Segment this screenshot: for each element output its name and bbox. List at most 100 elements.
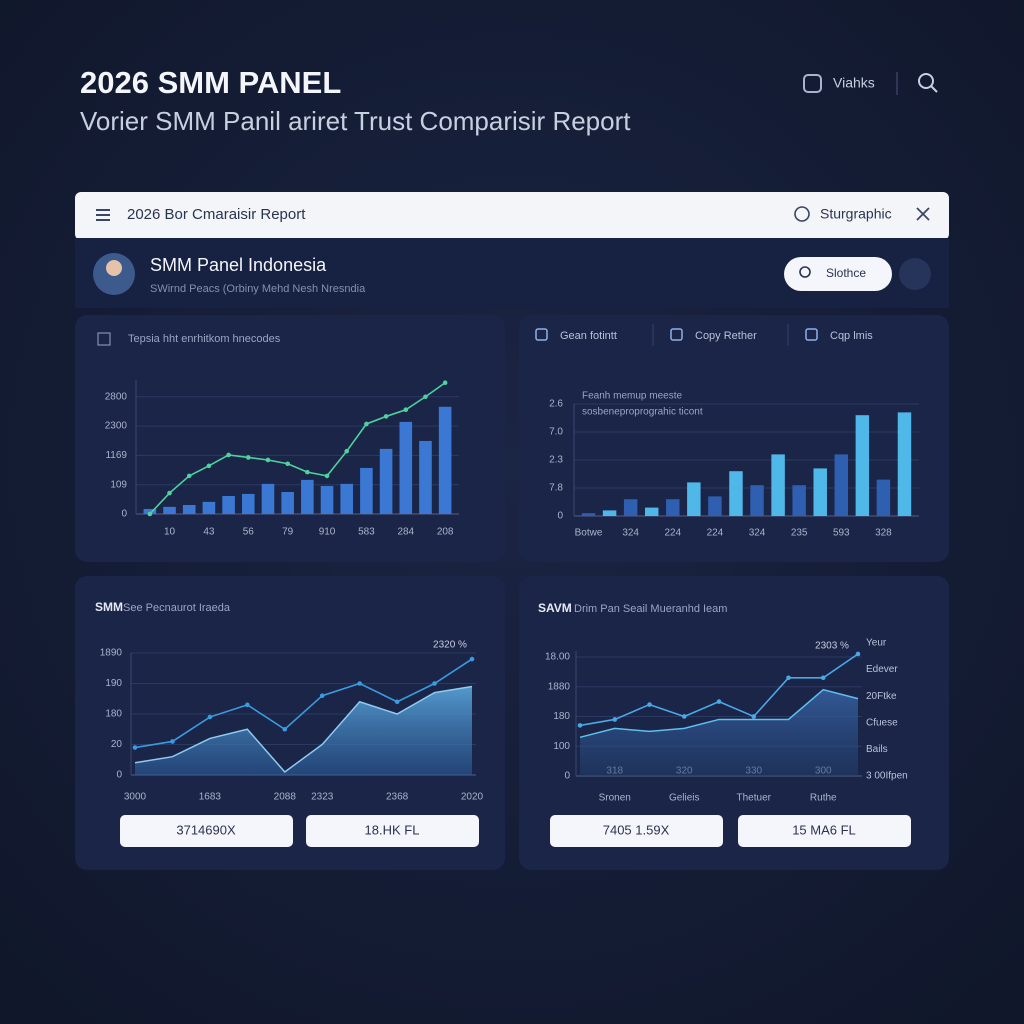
window-action[interactable]: Sturgraphic [820, 206, 892, 222]
bar [379, 448, 393, 514]
bar [202, 501, 216, 514]
chart-icon [97, 332, 111, 346]
line-point [423, 394, 428, 400]
area-line [134, 685, 473, 773]
line-point [442, 380, 448, 386]
line-point [786, 675, 791, 681]
line-point [305, 469, 310, 475]
x-tick-label: 224 [707, 528, 724, 539]
tab-icon [670, 328, 683, 341]
line-point [245, 455, 251, 460]
line-point [207, 714, 213, 720]
line-point [245, 702, 250, 708]
bar [729, 471, 743, 516]
stat-value: 15 MA6 FL [792, 822, 856, 837]
bar [876, 479, 891, 516]
line-point [716, 699, 722, 704]
x-tick-label: 284 [397, 527, 414, 538]
bar [855, 415, 870, 516]
y-tick-label: 20 [111, 739, 123, 750]
y-tick-label: 100 [553, 741, 570, 752]
bar [399, 421, 413, 514]
x-tick-label: 593 [833, 528, 850, 539]
x-tick-label: 10 [164, 527, 176, 538]
x-tick-label: 2368 [386, 792, 409, 803]
line-point [206, 463, 212, 469]
action-icon[interactable] [794, 206, 810, 222]
chart-subtitle: Feanh memup meeste [582, 391, 682, 402]
search-placeholder[interactable]: Slothce [826, 266, 866, 280]
close-button[interactable] [916, 207, 930, 221]
panel [519, 315, 949, 562]
bar [708, 496, 722, 516]
x-tick-label: 328 [875, 528, 892, 539]
chart-title: See Pecnaurot Iraeda [123, 602, 231, 614]
y-tick-label: 2.6 [549, 399, 563, 410]
line-point [364, 421, 369, 427]
tab-label: Cqp lmis [830, 330, 873, 342]
x-tick-label: 235 [791, 528, 808, 539]
share-button[interactable] [899, 258, 931, 290]
line-point [647, 702, 652, 707]
line-point [344, 448, 350, 454]
y-tick-label: 2800 [105, 391, 128, 402]
x-tick-label: 56 [243, 527, 255, 538]
bar [666, 499, 680, 516]
bar [623, 499, 638, 516]
bar [792, 485, 806, 516]
menu-icon[interactable] [96, 209, 110, 221]
bar [897, 412, 912, 516]
bar [261, 483, 275, 514]
line-point [820, 675, 826, 681]
profile-tagline: SWirnd Peacs (Orbiny Mehd Nesh Nresndia [150, 283, 366, 295]
line-point [170, 739, 175, 744]
y-tick-label: 2.3 [549, 455, 563, 466]
chart-title: Tepsia hht enrhitkom hnecodes [128, 333, 281, 345]
bar [602, 510, 617, 516]
bar [644, 507, 659, 516]
bar [182, 504, 196, 514]
panel [75, 576, 505, 870]
line-point [357, 681, 362, 686]
y-tick-label: 0 [121, 509, 127, 520]
tab-label: Gean fotintt [560, 330, 617, 342]
bar [771, 454, 785, 516]
x-tick-label: 3000 [124, 792, 147, 803]
area-line [579, 688, 859, 739]
y-tick-label: 1169 [105, 450, 127, 461]
side-label: Cfuese [866, 717, 898, 728]
y-tick-label: 7.8 [549, 483, 563, 494]
nav-link[interactable]: Viahks [833, 75, 875, 91]
search-icon[interactable] [918, 73, 938, 93]
bar [143, 508, 157, 514]
panel [75, 315, 505, 562]
tab-icon [805, 328, 818, 341]
bar [340, 483, 354, 514]
x-tick-label: 79 [282, 527, 294, 538]
window-title: 2026 Bor Cmaraisir Report [127, 206, 306, 223]
line [134, 658, 473, 749]
x-tick-label: 1683 [199, 792, 222, 803]
stat-value: 3714690X [176, 822, 236, 837]
window-bar [75, 192, 949, 240]
y-tick-label: 180 [105, 709, 122, 720]
stat-box [306, 815, 479, 847]
chart-title-prefix: SAVM [538, 601, 572, 615]
annotation: 2303 % [815, 641, 849, 652]
x-tick-label: 2088 [274, 792, 297, 803]
bar [581, 513, 596, 516]
x-tick-label: 2323 [311, 792, 334, 803]
stat-box [550, 815, 723, 847]
chart-note: sosbeneproprograhic ticont [582, 407, 703, 418]
search-box[interactable] [784, 257, 892, 291]
line-point [226, 452, 231, 458]
line-point [383, 414, 389, 419]
bar [750, 485, 764, 516]
nav-icon[interactable] [803, 74, 822, 93]
bar [360, 467, 373, 514]
y-tick-label: 109 [110, 479, 127, 490]
side-label: 3 00Ifpen [866, 771, 908, 782]
x-tick-label: 224 [664, 528, 681, 539]
y-tick-label: 1880 [548, 681, 571, 692]
